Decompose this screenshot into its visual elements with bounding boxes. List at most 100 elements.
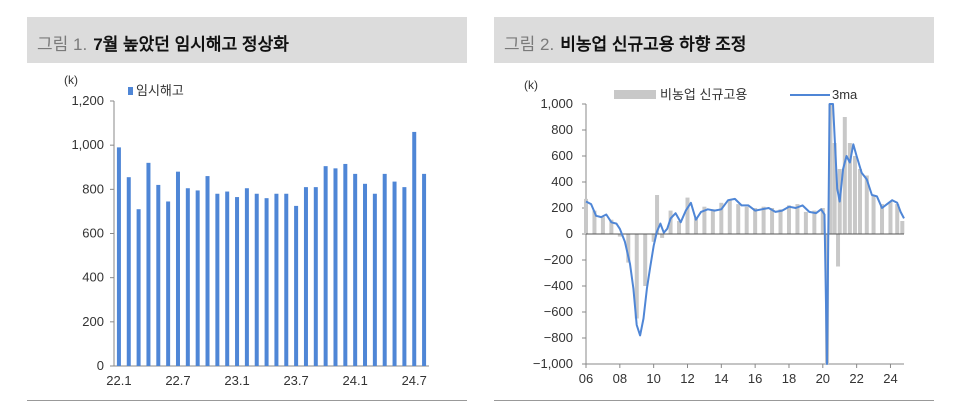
- bar-21: [753, 208, 758, 234]
- x-tick-label: 12: [680, 371, 694, 386]
- bar-24.3: [372, 193, 377, 366]
- bar-23.12: [343, 163, 348, 366]
- y-tick-label: −200: [544, 252, 573, 267]
- bar-44: [900, 221, 905, 234]
- x-tick-label: 23.7: [283, 373, 308, 388]
- bar-23: [770, 208, 775, 234]
- x-tick-label: 06: [579, 371, 593, 386]
- bar-40: [871, 195, 876, 234]
- x-tick-label: 24.7: [402, 373, 427, 388]
- y-tick-label: −600: [544, 304, 573, 319]
- y-tick-label: 1,000: [71, 137, 104, 152]
- bar-22.3: [136, 209, 141, 366]
- figure-1-panel: 그림 1. 7월 높았던 임시해고 정상화 (k) 임시해고 0 200 400 600 80…: [27, 0, 467, 406]
- bar-43: [895, 204, 900, 234]
- y-tick-label: 1,000: [540, 96, 573, 111]
- bar-33: [836, 234, 841, 267]
- bar-22.4: [146, 162, 151, 366]
- y-tick-label: 400: [82, 270, 104, 285]
- bar-12: [677, 221, 682, 234]
- bar-23.4: [264, 198, 269, 366]
- bar-24: [778, 209, 783, 234]
- legend-swatch-bars: [614, 90, 656, 99]
- x-tick-label: 20: [816, 371, 830, 386]
- y-unit-label: (k): [64, 73, 78, 87]
- bar-24.4: [382, 173, 387, 366]
- y-tick-label: 0: [97, 358, 104, 373]
- bar-1: [592, 210, 597, 234]
- bar-32: [832, 143, 837, 234]
- bar-24.5: [392, 181, 397, 366]
- bar-38: [858, 169, 863, 234]
- bar-24.7: [412, 131, 417, 366]
- x-tick-label: 23.1: [224, 373, 249, 388]
- figure-1-title: 7월 높았던 임시해고 정상화: [93, 35, 289, 54]
- bar-22.2: [126, 177, 131, 366]
- bar-24.1: [353, 173, 358, 366]
- bar-31: [828, 104, 833, 234]
- bar-8: [651, 234, 656, 242]
- bar-39: [864, 175, 869, 234]
- bar-10: [660, 234, 665, 238]
- y-tick-label: 800: [551, 122, 573, 137]
- bar-13: [685, 197, 690, 234]
- bar-28: [812, 210, 817, 234]
- y-tick-label: 800: [82, 181, 104, 196]
- y-tick-label: 600: [82, 226, 104, 241]
- bar-23.2: [244, 188, 249, 366]
- bar-36: [847, 143, 852, 234]
- bar-24.2: [363, 183, 368, 366]
- x-tick-label: 22.7: [165, 373, 190, 388]
- bar-23.9: [313, 187, 318, 366]
- bar-24.6: [402, 187, 407, 366]
- bar-22.12: [225, 191, 230, 366]
- x-tick-label: 22.1: [106, 373, 131, 388]
- bar-22.11: [215, 193, 220, 366]
- x-tick-label: 22: [849, 371, 863, 386]
- bar-29: [820, 208, 825, 234]
- bar-24.8: [422, 173, 427, 366]
- bar-23.8: [303, 187, 308, 366]
- bar-42: [888, 201, 893, 234]
- bar-19: [736, 204, 741, 234]
- bar-22.9: [195, 190, 200, 366]
- figure-2-title-bar: 그림 2. 비농업 신규고용 하향 조정: [494, 17, 934, 63]
- y-tick-label: −400: [544, 278, 573, 293]
- x-tick-label: 18: [782, 371, 796, 386]
- bar-18: [727, 200, 732, 234]
- y-tick-label: 400: [551, 174, 573, 189]
- bar-16: [710, 209, 715, 234]
- bar-22.10: [205, 176, 210, 366]
- legend-swatch-0: [128, 87, 133, 95]
- bar-20: [744, 206, 749, 234]
- legend-label-line: 3ma: [832, 87, 858, 102]
- figure-2-title: 비농업 신규고용 하향 조정: [560, 35, 747, 54]
- bar-26: [795, 204, 800, 234]
- bar-22.5: [156, 184, 161, 366]
- bar-4: [617, 234, 622, 237]
- bar-27: [803, 211, 808, 234]
- bar-2: [600, 217, 605, 234]
- bar-41: [880, 204, 885, 234]
- y-tick-label: 1,200: [71, 93, 104, 108]
- figure-2-number: 그림 2.: [504, 35, 555, 54]
- bar-22.6: [166, 201, 171, 366]
- x-tick-label: 16: [748, 371, 762, 386]
- bar-11: [668, 210, 673, 234]
- figure-1-title-bar: 그림 1. 7월 높았던 임시해고 정상화: [27, 17, 467, 63]
- x-tick-label: 14: [714, 371, 728, 386]
- bar-0: [584, 198, 588, 234]
- figure-2-panel: 그림 2. 비농업 신규고용 하향 조정 (k) 비농업 신규고용 3ma 1,000 8…: [494, 0, 934, 406]
- bar-23.7: [294, 205, 299, 366]
- figure-1-bottom-rule: [27, 400, 467, 401]
- bar-6: [634, 234, 639, 319]
- bar-23.11: [333, 168, 338, 366]
- bar-35: [842, 117, 847, 234]
- bar-22.7: [175, 171, 180, 366]
- legend-label-bars: 비농업 신규고용: [660, 87, 747, 102]
- bar-37: [852, 156, 857, 234]
- figure-1-number: 그림 1.: [37, 35, 88, 54]
- y-tick-label: −1,000: [533, 356, 573, 371]
- bar-5: [626, 234, 631, 263]
- bar-25: [786, 205, 791, 234]
